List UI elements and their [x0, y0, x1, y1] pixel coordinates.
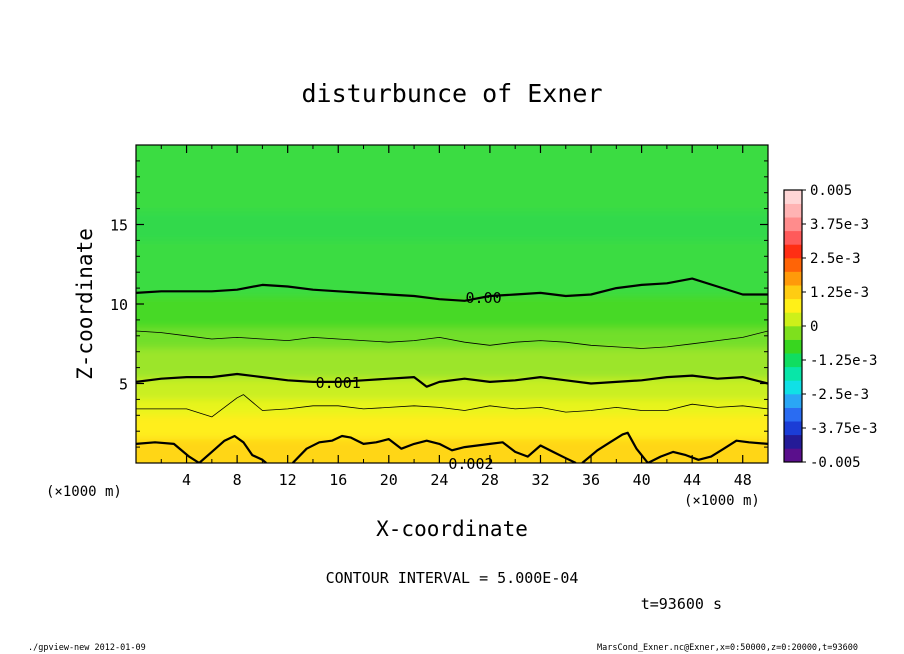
colorbar-segment [784, 394, 802, 408]
fill-bands [136, 145, 768, 463]
y-tick-label: 15 [110, 217, 128, 235]
x-tick-label: 20 [380, 471, 398, 489]
x-tick-label: 36 [582, 471, 600, 489]
colorbar-segment [784, 421, 802, 436]
contour-line [136, 372, 768, 388]
contour-line [136, 394, 768, 418]
x-tick-label: 4 [182, 471, 191, 489]
colorbar-label: 0 [810, 319, 818, 335]
colorbar-segment [784, 339, 802, 354]
colorbar-segment [784, 203, 802, 218]
colorbar-segment [784, 298, 802, 313]
contour-interval-text: CONTOUR INTERVAL = 5.000E-04 [326, 569, 579, 587]
contour-line [581, 431, 768, 463]
colorbar-label: -1.25e-3 [810, 353, 877, 369]
x-tick-label: 48 [734, 471, 752, 489]
contour-lines [136, 277, 768, 463]
x-axis-ticks: 4 8 12 16 20 24 28 32 36 40 44 48 [160, 145, 752, 489]
colorbar-segment [784, 380, 802, 395]
y-axis-ticks: 5 10 15 [110, 160, 768, 448]
colorbar-segment [784, 285, 802, 300]
y-tick-label: 5 [119, 376, 128, 394]
colorbar-segment [784, 244, 802, 259]
contour-labels: 0.00 0.001 0.002 [316, 289, 502, 473]
time-text: t=93600 s [641, 595, 722, 613]
x-unit-left: (×1000 m) [46, 484, 122, 500]
colorbar-segment [784, 217, 802, 232]
contour-label: 0.001 [316, 374, 361, 392]
x-tick-label: 40 [633, 471, 651, 489]
x-axis-label: X-coordinate [376, 517, 528, 541]
contour-label: 0.002 [448, 455, 493, 473]
x-tick-label: 44 [683, 471, 701, 489]
colorbar-label: 1.25e-3 [810, 285, 869, 301]
x-tick-label: 32 [531, 471, 549, 489]
y-tick-label: 10 [110, 296, 128, 314]
x-unit-right: (×1000 m) [684, 493, 760, 509]
colorbar-label: 2.5e-3 [810, 251, 861, 267]
contour-label: 0.00 [466, 289, 502, 307]
contour-line [136, 330, 768, 349]
colorbar-segment [784, 190, 802, 204]
colorbar-segment [784, 434, 802, 449]
chart-title: disturbunce of Exner [301, 79, 602, 108]
colorbar-segment [784, 271, 802, 286]
contour-line [136, 434, 267, 463]
colorbar-segment [784, 448, 802, 463]
colorbar [783, 189, 803, 463]
footer-right: MarsCond_Exner.nc@Exner,x=0:50000,z=0:20… [597, 643, 858, 653]
colorbar-segment [784, 407, 802, 422]
colorbar-segment [784, 258, 802, 272]
x-tick-label: 8 [233, 471, 242, 489]
contour-line [291, 434, 577, 463]
x-tick-label: 16 [329, 471, 347, 489]
colorbar-labels: 0.005 3.75e-3 2.5e-3 1.25e-3 0 -1.25e-3 -2.5e-… [802, 183, 877, 471]
y-axis-label: Z-coordinate [73, 228, 97, 380]
colorbar-segment [784, 353, 802, 368]
colorbar-label: 0.005 [810, 183, 852, 199]
x-tick-label: 12 [279, 471, 297, 489]
colorbar-label: 3.75e-3 [810, 217, 869, 233]
colorbar-label: -0.005 [810, 455, 861, 471]
colorbar-segment [784, 230, 802, 245]
x-tick-label: 28 [481, 471, 499, 489]
colorbar-segment [784, 366, 802, 381]
footer-left: ./gpview-new 2012-01-09 [28, 643, 146, 653]
colorbar-segment [784, 312, 802, 327]
colorbar-label: -3.75e-3 [810, 421, 877, 437]
colorbar-segment [784, 326, 802, 340]
contour-line [136, 277, 768, 302]
colorbar-label: -2.5e-3 [810, 387, 869, 403]
filled-contours [136, 145, 768, 463]
x-tick-label: 24 [430, 471, 448, 489]
